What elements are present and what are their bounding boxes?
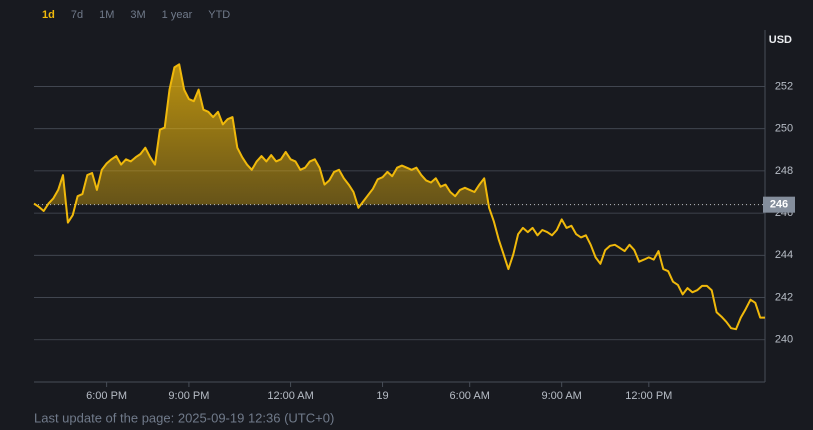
range-tab[interactable]: 1 year bbox=[162, 9, 193, 21]
reference-label: 246 bbox=[770, 199, 788, 211]
x-tick-label: 6:00 PM bbox=[86, 390, 127, 402]
x-tick-label: 9:00 PM bbox=[168, 390, 209, 402]
y-tick-label: 242 bbox=[775, 291, 793, 303]
y-tick-label: 250 bbox=[775, 123, 793, 135]
y-tick-label: 248 bbox=[775, 165, 793, 177]
range-tab[interactable]: YTD bbox=[208, 9, 230, 21]
x-tick-label: 9:00 AM bbox=[541, 390, 581, 402]
x-tick-label: 12:00 PM bbox=[625, 390, 672, 402]
price-line bbox=[33, 63, 765, 331]
x-tick-label: 12:00 AM bbox=[267, 390, 313, 402]
footer-note: Last update of the page: 2025-09-19 12:3… bbox=[34, 410, 334, 425]
range-tabs: 1d 7d 1M 3M 1 year YTD bbox=[42, 9, 230, 21]
y-tick-label: 252 bbox=[775, 80, 793, 92]
range-tab[interactable]: 1M bbox=[99, 9, 114, 21]
range-tab[interactable]: 1d bbox=[42, 9, 55, 21]
reference-badge bbox=[763, 196, 795, 213]
range-tab[interactable]: 7d bbox=[71, 9, 83, 21]
y-tick-label: 244 bbox=[775, 249, 793, 261]
x-tick-label: 6:00 AM bbox=[450, 390, 490, 402]
x-tick-label: 19 bbox=[376, 390, 388, 402]
area bbox=[34, 64, 489, 205]
range-tab[interactable]: 3M bbox=[130, 9, 145, 21]
y-tick-label: 240 bbox=[775, 334, 793, 346]
unit-label: USD bbox=[769, 34, 792, 46]
